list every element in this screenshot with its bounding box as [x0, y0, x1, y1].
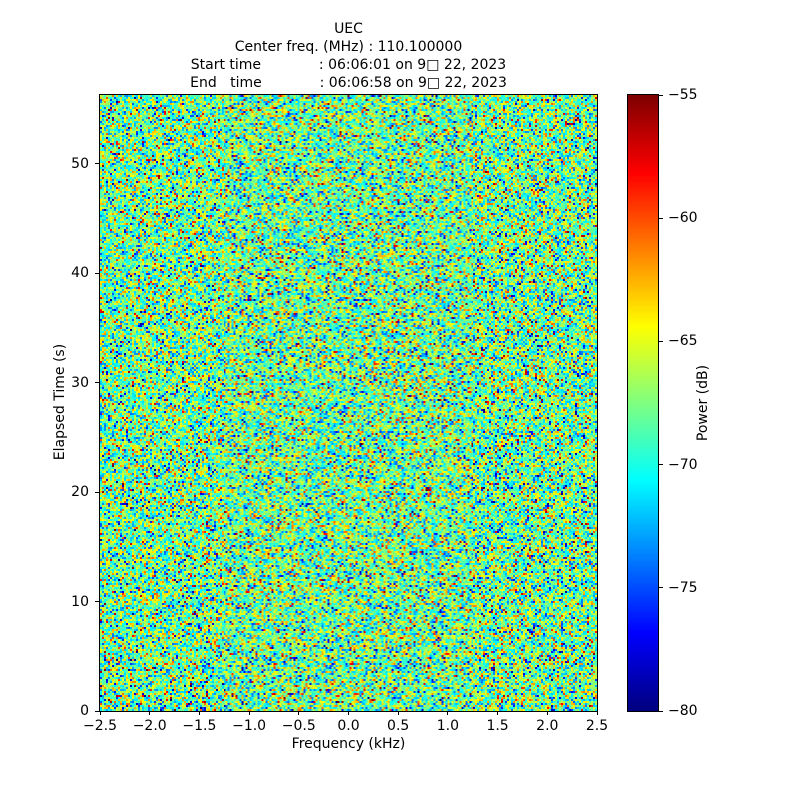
spectrogram-heatmap: [100, 95, 597, 711]
x-tick: [546, 711, 548, 715]
colorbar-label: Power (dB): [695, 364, 711, 442]
x-tick: [298, 711, 300, 715]
y-tick: [95, 382, 99, 384]
x-tick-label: 1.5: [486, 718, 509, 734]
colorbar-tick-label: −70: [668, 456, 698, 473]
x-tick-label: −1.0: [232, 718, 267, 734]
x-tick-label: 2.5: [585, 718, 609, 734]
x-tick-label: −1.5: [182, 718, 217, 734]
x-tick: [497, 711, 499, 715]
y-tick-label: 30: [71, 374, 89, 391]
colorbar-tick: [659, 710, 663, 712]
end-time-line: End time : 06:06:58 on 9□ 22, 2023: [190, 75, 507, 91]
x-tick: [198, 711, 200, 715]
y-tick: [95, 491, 99, 493]
colorbar-tick-label: −80: [668, 703, 698, 719]
colorbar-gradient: [628, 95, 658, 711]
colorbar-tick-label: −65: [668, 333, 698, 350]
x-axis-label: Frequency (kHz): [291, 736, 406, 752]
x-tick-label: −2.5: [83, 718, 117, 734]
x-tick: [149, 711, 151, 715]
x-tick-label: 0.5: [387, 718, 410, 734]
x-tick: [397, 711, 399, 715]
y-tick-label: 10: [71, 593, 89, 610]
x-tick-label: −2.0: [132, 718, 167, 734]
spectrogram-axes: [99, 94, 598, 712]
colorbar-tick: [659, 217, 663, 219]
colorbar: [627, 94, 659, 712]
y-tick: [95, 710, 99, 712]
plot-title: UEC: [334, 21, 363, 37]
y-axis-label: Elapsed Time (s): [52, 343, 68, 461]
y-tick: [95, 272, 99, 274]
colorbar-tick-label: −55: [668, 87, 698, 103]
colorbar-tick-label: −60: [668, 210, 698, 227]
x-tick: [99, 711, 101, 715]
y-tick-label: 0: [80, 703, 89, 719]
y-tick-label: 50: [71, 155, 89, 172]
y-tick: [95, 601, 99, 603]
x-tick-label: −0.5: [281, 718, 316, 734]
y-tick-label: 40: [71, 265, 89, 282]
x-tick: [348, 711, 349, 715]
x-tick-label: 0.0: [337, 718, 360, 734]
colorbar-tick: [659, 340, 663, 342]
colorbar-tick: [659, 464, 663, 466]
colorbar-tick: [659, 94, 663, 96]
y-tick-label: 20: [71, 484, 89, 501]
x-tick-label: 1.0: [436, 718, 460, 734]
x-tick-label: 2.0: [536, 718, 559, 734]
x-tick: [248, 711, 250, 715]
x-tick: [447, 711, 449, 715]
center-freq-line: Center freq. (MHz) : 110.100000: [234, 39, 463, 55]
colorbar-tick: [659, 587, 663, 589]
y-tick: [95, 163, 99, 165]
start-time-line: Start time : 06:06:01 on 9□ 22, 2023: [190, 57, 507, 73]
colorbar-tick-label: −75: [668, 579, 698, 596]
x-tick: [596, 711, 598, 715]
title-block: UEC Center freq. (MHz) : 110.100000 Star…: [100, 20, 597, 92]
